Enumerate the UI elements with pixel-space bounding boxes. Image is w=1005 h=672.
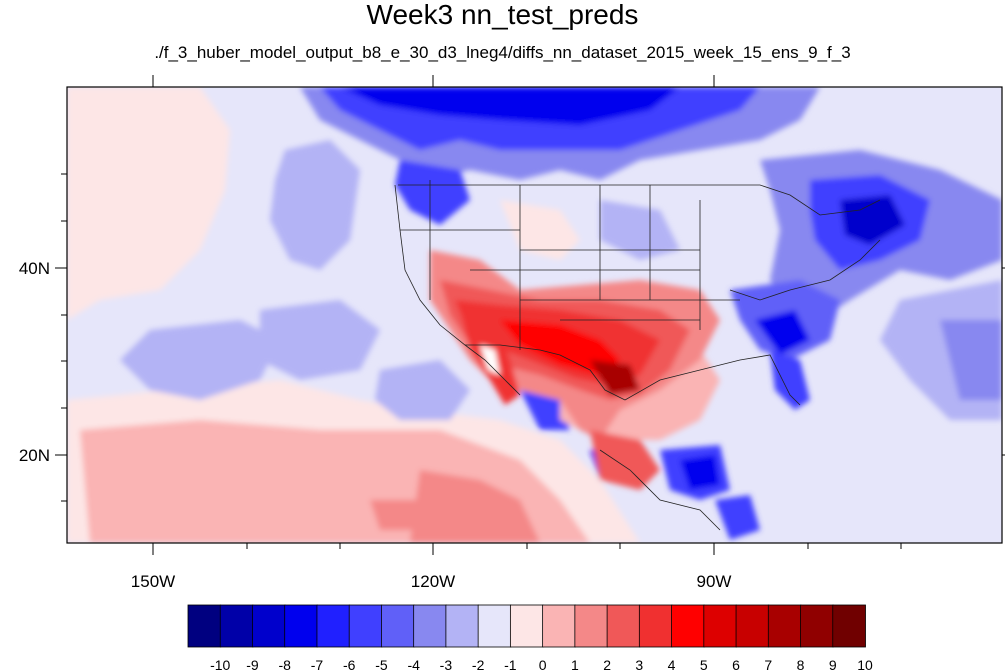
lon-label: 120W — [411, 572, 455, 591]
colorbar-swatch — [671, 604, 705, 648]
colorbar-swatch — [638, 604, 673, 648]
lat-label: 40N — [19, 259, 50, 278]
colorbar-label: -7 — [311, 657, 324, 672]
colorbar-swatch — [445, 604, 480, 648]
colorbar-swatch — [767, 604, 802, 648]
colorbar-swatch — [316, 604, 351, 648]
colorbar-swatch — [413, 604, 447, 648]
colorbar-swatch — [703, 604, 737, 648]
colorbar-swatch — [735, 604, 770, 648]
colorbar-swatch — [542, 604, 576, 648]
colorbar-label: -5 — [375, 657, 388, 672]
colorbar-swatch — [606, 604, 641, 648]
colorbar-swatch — [219, 604, 254, 648]
colorbar-label: 10 — [857, 657, 873, 672]
colorbar-label: -9 — [246, 657, 259, 672]
colorbar-swatch — [381, 604, 415, 648]
colorbar: -10 -9 -8 -7 -6 -5 -4 -3 -2 -1 0 1 2 3 4 5 6 7 8 9 10 — [187, 604, 873, 672]
colorbar-label: 9 — [829, 657, 837, 672]
map-subtitle: ./f_3_huber_model_output_b8_e_30_d3_lneg… — [154, 43, 851, 62]
boundaries — [394, 180, 881, 531]
colorbar-swatch — [832, 604, 866, 648]
lon-label: 150W — [131, 572, 175, 591]
colorbar-swatch — [284, 604, 318, 648]
map-title: Week3 nn_test_preds — [366, 0, 639, 30]
lon-label: 90W — [697, 572, 732, 591]
colorbar-label: -10 — [210, 657, 230, 672]
colorbar-swatch — [252, 604, 286, 648]
colorbar-label: -2 — [472, 657, 485, 672]
colorbar-label: -6 — [343, 657, 356, 672]
colorbar-label: 7 — [764, 657, 772, 672]
colorbar-label: -8 — [278, 657, 291, 672]
colorbar-swatch — [477, 604, 512, 648]
anomaly-field — [67, 87, 1002, 543]
colorbar-label: 2 — [603, 657, 611, 672]
lat-label: 20N — [19, 446, 50, 465]
colorbar-label: 5 — [700, 657, 708, 672]
colorbar-label: -1 — [504, 657, 517, 672]
colorbar-label: -4 — [407, 657, 420, 672]
colorbar-label: 3 — [635, 657, 643, 672]
colorbar-swatch — [509, 604, 544, 648]
colorbar-swatch — [574, 604, 608, 648]
colorbar-swatch — [800, 604, 834, 648]
colorbar-label: 1 — [571, 657, 579, 672]
colorbar-label: -3 — [440, 657, 453, 672]
colorbar-swatch — [348, 604, 383, 648]
colorbar-label: 4 — [668, 657, 676, 672]
colorbar-label: 8 — [797, 657, 805, 672]
colorbar-swatch — [187, 604, 222, 648]
colorbar-label: 6 — [732, 657, 740, 672]
colorbar-label: 0 — [539, 657, 547, 672]
